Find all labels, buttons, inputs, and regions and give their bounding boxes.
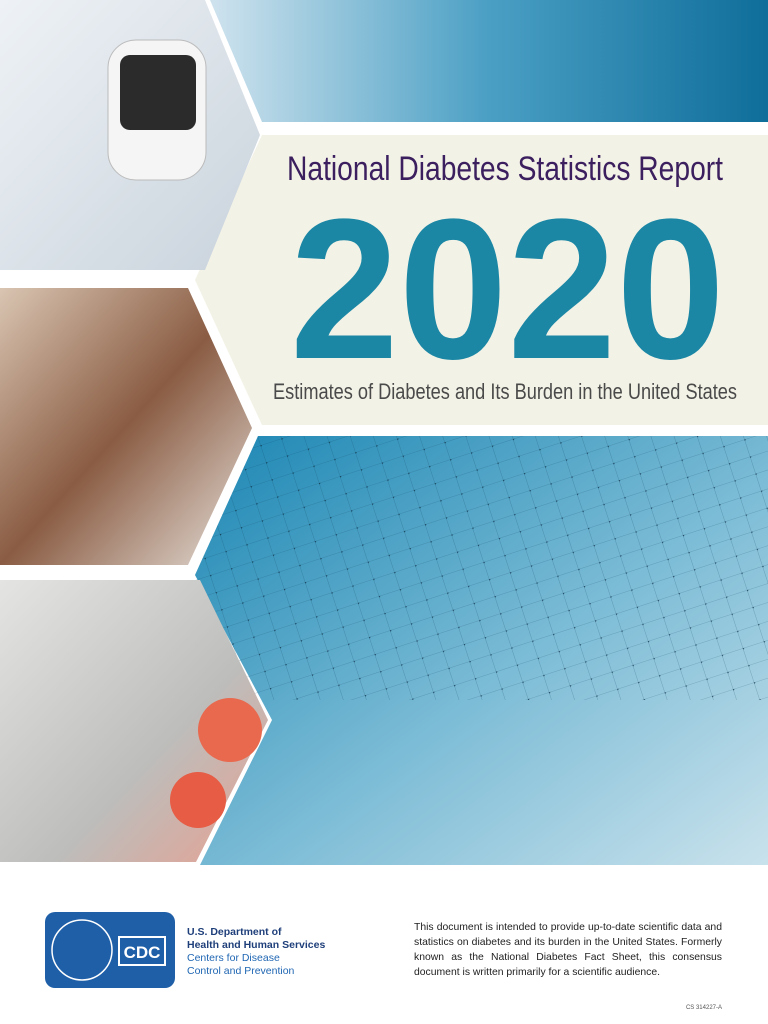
description: This document is intended to provide up-… [414,922,722,978]
photo-family [0,288,252,565]
meter-screen [120,55,196,130]
grapefruit [198,698,262,762]
grapefruit [170,772,226,828]
top-blue-panel [210,0,768,122]
title-panel [195,135,768,425]
hhs-logo [45,912,175,988]
cdc-logo-text: CDC [124,943,161,962]
document-code: CS 314227-A [686,1005,722,1011]
report-subtitle: Estimates of Diabetes and Its Burden in … [273,379,737,404]
report-year: 2020 [290,178,725,401]
agency-line: Centers for Disease [187,952,280,964]
hhs-seal [51,919,113,981]
cdc-box-inner [120,938,164,964]
agency-line: Health and Human Services [187,939,325,951]
agency-line: U.S. Department of [187,926,282,938]
report-title: National Diabetes Statistics Report [287,150,723,188]
network-grid [195,436,768,700]
agency-line: Control and Prevention [187,965,295,977]
